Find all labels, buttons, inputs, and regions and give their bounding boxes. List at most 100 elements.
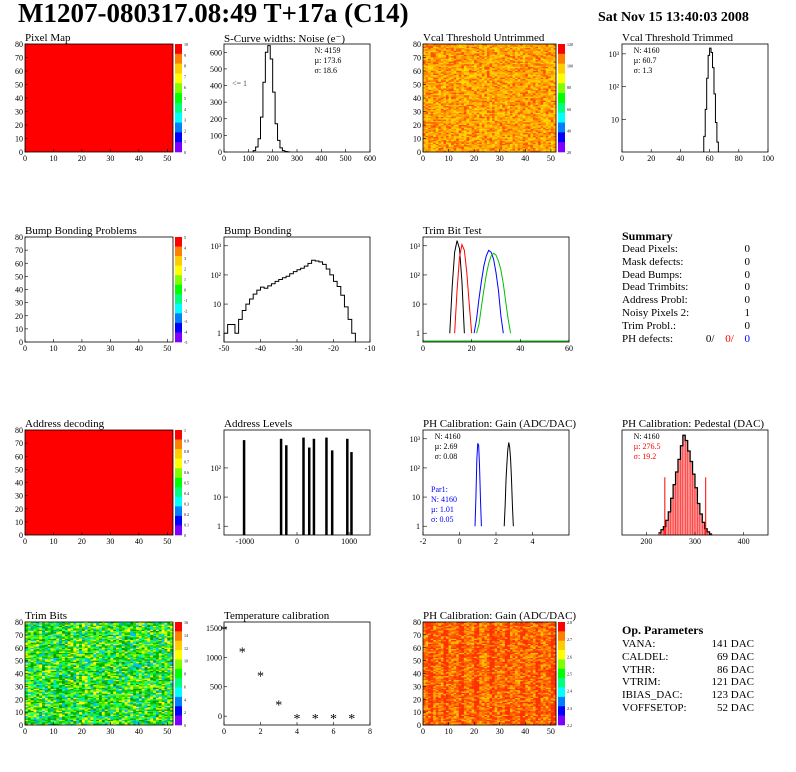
heatmap-cell — [489, 54, 493, 57]
heatmap-cell — [527, 129, 531, 131]
heatmap-cell — [502, 91, 506, 93]
heatmap-cell — [456, 149, 460, 151]
heatmap-cell — [479, 129, 483, 131]
summary-ph-defects: PH defects: 0/ 0/ 0 — [622, 333, 750, 346]
heatmap-cell — [474, 95, 478, 97]
summary-value: 0 — [744, 294, 751, 307]
heatmap-cell — [520, 139, 524, 142]
heatmap-cell — [435, 49, 439, 52]
heatmap-cell — [33, 722, 37, 725]
heatmap-cell — [461, 129, 465, 131]
heatmap-cell — [423, 150, 426, 153]
heatmap-cell — [456, 57, 460, 60]
heatmap-cell — [520, 127, 524, 130]
heatmap-cell — [469, 84, 472, 87]
heatmap-cell — [435, 110, 439, 112]
heatmap-cell — [527, 122, 531, 124]
heatmap-cell — [512, 83, 516, 85]
heatmap-cell — [543, 65, 547, 68]
heatmap-cell — [530, 114, 534, 116]
heatmap-cell — [435, 115, 439, 118]
heatmap-cell — [509, 149, 513, 151]
heatmap-cell — [423, 99, 426, 101]
heatmap-cell — [471, 87, 475, 89]
heatmap-cell — [433, 85, 437, 88]
heatmap-cell — [507, 45, 511, 47]
heatmap-cell — [525, 75, 529, 77]
colorbar-segment — [175, 112, 182, 123]
heatmap-cell — [476, 137, 480, 139]
heatmap-cell — [430, 54, 434, 57]
heatmap-cell — [497, 129, 501, 131]
heatmap-cell — [453, 81, 457, 84]
heatmap-cell — [476, 123, 480, 126]
heatmap-cell — [430, 77, 434, 80]
heatmap-cell — [425, 137, 429, 139]
summary-value: 0 — [744, 255, 751, 268]
heatmap-cell — [479, 73, 483, 76]
heatmap-cell — [25, 695, 29, 697]
heatmap-cell — [474, 54, 478, 57]
heatmap-cell — [522, 150, 526, 153]
heatmap-cell — [25, 676, 29, 678]
heatmap-cell — [515, 98, 518, 100]
heatmap-cell — [469, 60, 472, 62]
heatmap-cell — [489, 88, 493, 91]
heatmap-cell — [430, 72, 434, 74]
heatmap-cell — [532, 146, 536, 149]
colorbar-tick-label: 20 — [567, 150, 571, 155]
heatmap-cell — [520, 69, 524, 72]
heatmap-cell — [453, 122, 457, 124]
y-tick-label: 70 — [413, 54, 421, 63]
heatmap-cell — [476, 133, 480, 135]
heatmap-cell — [466, 147, 470, 150]
heatmap-cell — [451, 102, 454, 104]
heatmap-cell — [36, 640, 40, 642]
heatmap-cell — [486, 73, 490, 76]
heatmap-cell — [520, 52, 524, 54]
heatmap-cell — [527, 91, 531, 93]
heatmap-cell — [443, 46, 447, 49]
heatmap-cell — [502, 138, 506, 141]
heatmap-cell — [515, 115, 518, 118]
heatmap-cell — [489, 103, 493, 106]
heatmap-cell — [527, 115, 531, 118]
heatmap-cell — [446, 83, 449, 85]
heatmap-cell — [540, 138, 544, 141]
heatmap-cell — [507, 65, 511, 68]
heatmap-cell — [476, 93, 480, 96]
heatmap-cell — [446, 64, 449, 66]
heatmap-cell — [33, 625, 37, 628]
heatmap-cell — [492, 130, 495, 133]
heatmap-cell — [545, 149, 549, 151]
heatmap-cell — [456, 114, 460, 116]
heatmap-cell — [30, 717, 34, 719]
heatmap-cell — [430, 98, 434, 100]
heatmap-cell — [545, 120, 549, 123]
heatmap-cell — [525, 99, 529, 101]
heatmap-cell — [504, 64, 508, 66]
heatmap-cell — [486, 49, 490, 52]
heatmap-cell — [458, 125, 462, 127]
heatmap-cell — [517, 102, 521, 104]
heatmap-cell — [425, 95, 429, 97]
heatmap-cell — [25, 649, 29, 651]
heatmap-cell — [461, 80, 465, 83]
heatmap-cell — [512, 85, 516, 88]
colorbar-tick-label: 7 — [184, 74, 186, 79]
heatmap-cell — [484, 145, 488, 147]
heatmap-cell — [538, 104, 541, 107]
heatmap-cell — [27, 655, 31, 658]
heatmap-cell — [428, 87, 431, 89]
heatmap-cell — [33, 676, 37, 678]
heatmap-cell — [456, 65, 460, 68]
heatmap-cell — [525, 88, 529, 91]
heatmap-cell — [548, 88, 552, 91]
heatmap-cell — [538, 111, 541, 114]
heatmap-cell — [30, 722, 34, 725]
heatmap-cell — [543, 45, 547, 47]
heatmap-cell — [550, 126, 554, 128]
heatmap-cell — [520, 72, 524, 74]
heatmap-cell — [548, 108, 552, 111]
